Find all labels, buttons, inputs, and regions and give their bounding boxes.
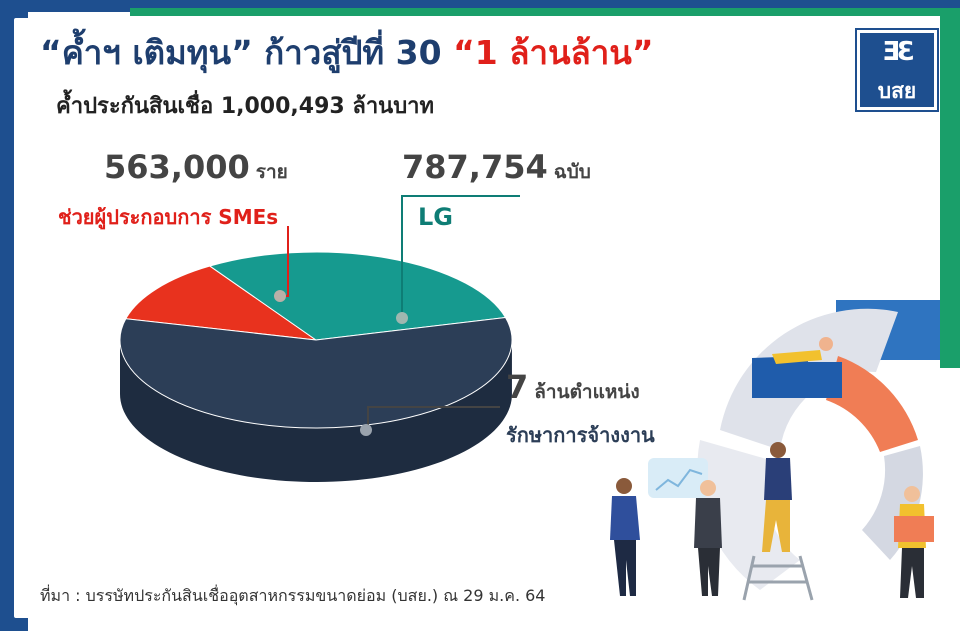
callout-smes-unit: ราย: [255, 161, 288, 183]
tcg-logo: ƎƐ บสย: [857, 30, 937, 110]
callout-smes-value: 563,000: [104, 148, 250, 186]
callout-employment-value: 7: [506, 368, 529, 406]
title-part-3: “1 ล้านล้าน”: [453, 33, 654, 72]
person-suit-legs: [698, 548, 720, 596]
callout-employment: 7 ล้านตำแหน่ง: [506, 368, 640, 407]
page-title: “ค้ำฯ เติมทุน” ก้าวสู่ปีที่ 30 “1 ล้านล้…: [40, 26, 654, 79]
person-right-head: [904, 486, 920, 502]
person-on-sofa-head: [819, 337, 833, 351]
callout-lg-unit: ฉบับ: [553, 161, 591, 183]
frame-top-green-border: [130, 8, 960, 16]
ladder: [742, 555, 814, 601]
business-team-illustration: [610, 300, 940, 601]
person-on-sofa-body: [772, 350, 822, 364]
title-part-1: “ค้ำฯ เติมทุน”: [40, 33, 253, 72]
pie-side-2: [120, 339, 512, 482]
callout-employment-unit: ล้านตำแหน่ง: [534, 381, 640, 403]
callout-lg-description: LG: [418, 203, 453, 231]
orange-box: [894, 516, 934, 542]
leader-line-lg: [401, 195, 520, 318]
person-suit-body: [694, 498, 722, 548]
logo-text: บสย: [877, 79, 917, 103]
leader-dot-lg: [396, 312, 408, 324]
person-ladder-legs: [762, 500, 790, 552]
leader-line-employment: [367, 406, 500, 430]
frame-right-green-border: [940, 8, 960, 368]
callout-lg: 787,754 ฉบับ: [402, 148, 591, 187]
logo-mark-icon: ƎƐ: [882, 37, 915, 67]
pie-slice-2: [119, 316, 513, 429]
callout-smes-description: ช่วยผู้ประกอบการ SMEs: [58, 205, 279, 229]
callout-smes: 563,000 ราย: [104, 148, 288, 187]
person-left-legs: [614, 540, 636, 596]
person-ladder-head: [770, 442, 786, 458]
donut-ring-light: [697, 440, 800, 590]
pie-chart: [119, 251, 513, 482]
pie-slice-1: [208, 251, 507, 341]
title-part-2: ก้าวสู่ปีที่ 30: [264, 33, 442, 72]
page-subtitle: ค้ำประกันสินเชื่อ 1,000,493 ล้านบาท: [56, 94, 435, 119]
leader-lines: [274, 195, 520, 436]
pie-slice-0: [125, 265, 317, 341]
leader-dot-employment: [360, 424, 372, 436]
person-left-body: [610, 496, 640, 540]
donut-ring-orange: [826, 356, 918, 452]
person-ladder-body: [764, 458, 792, 500]
source-note: ที่มา : บรรษัทประกันสินเชื่ออุตสาหกรรมขน…: [40, 586, 546, 605]
person-suit-head: [700, 480, 716, 496]
screen-panel: [648, 458, 708, 498]
callout-employment-description: รักษาการจ้างงาน: [506, 423, 655, 447]
person-right-legs: [900, 548, 924, 598]
sofa-shape: [752, 356, 842, 398]
person-left-head: [616, 478, 632, 494]
screen-chart-line: [655, 468, 703, 491]
callout-lg-value: 787,754: [402, 148, 548, 186]
leader-dot-smes: [274, 290, 286, 302]
